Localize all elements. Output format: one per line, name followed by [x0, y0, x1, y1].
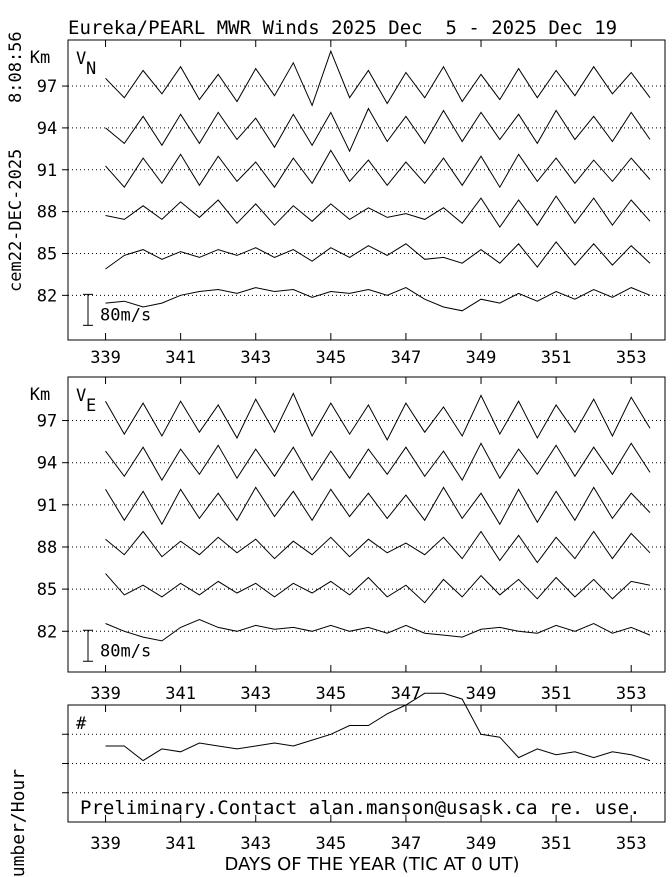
trace: [105, 530, 651, 564]
y-tick-label: 97: [37, 77, 57, 97]
x-tick-label: 349: [466, 834, 497, 854]
panel-label: V: [76, 386, 86, 406]
panel-label: #: [76, 714, 87, 734]
trace: [105, 619, 651, 642]
x-tick-label: 349: [466, 684, 497, 704]
x-tick-label: 351: [541, 684, 572, 704]
x-tick-label: 339: [90, 834, 121, 854]
x-tick-label: 347: [391, 834, 422, 854]
y-unit: Km: [30, 385, 50, 405]
chart-title: Eureka/PEARL MWR Winds 2025 Dec 5 - 2025…: [68, 17, 617, 39]
y-tick-label: 85: [37, 580, 57, 600]
y-tick-label: 91: [37, 496, 57, 516]
trace: [105, 195, 651, 228]
y-tick-label: 82: [37, 286, 57, 306]
y-tick-label: 88: [37, 538, 57, 558]
x-tick-label: 353: [616, 834, 647, 854]
x-tick-label: 347: [391, 348, 422, 368]
x-tick-label: 351: [541, 834, 572, 854]
y-tick-label: 94: [37, 119, 57, 139]
trace: [105, 49, 651, 107]
x-tick-label: 345: [315, 684, 346, 704]
panel-label-sub: N: [86, 59, 96, 79]
x-tick-label: 341: [165, 348, 196, 368]
x-tick-label: 347: [391, 684, 422, 704]
panel-label-sub: E: [86, 396, 96, 416]
plot-frame: [67, 376, 666, 673]
x-tick-label: 341: [165, 834, 196, 854]
x-axis-label: DAYS OF THE YEAR (TIC AT 0 UT): [225, 854, 520, 875]
time-stamp: 8:08:56: [6, 31, 26, 103]
x-tick-label: 345: [315, 834, 346, 854]
y-tick-label: 91: [37, 161, 57, 181]
x-tick-label: 343: [240, 348, 271, 368]
trace: [105, 107, 651, 153]
x-tick-label: 345: [315, 348, 346, 368]
contact-note: Preliminary.Contact alan.manson@usask.ca…: [80, 797, 641, 819]
x-tick-label: 353: [616, 348, 647, 368]
trace: [105, 287, 651, 312]
scale-bar-label: 80m/s: [100, 641, 151, 661]
x-tick-label: 341: [165, 684, 196, 704]
x-tick-label: 343: [240, 834, 271, 854]
trace: [105, 486, 651, 526]
x-tick-label: 343: [240, 684, 271, 704]
x-tick-label: 339: [90, 348, 121, 368]
y-tick-label: 88: [37, 203, 57, 223]
run-stamp: cem22-DEC-2025: [6, 149, 26, 292]
trace: [105, 442, 651, 482]
y-tick-label: 85: [37, 244, 57, 264]
y-tick-label: 97: [37, 412, 57, 432]
trace: [105, 241, 651, 270]
y-axis-label: Number/Hour: [8, 769, 29, 877]
trace: [105, 692, 651, 762]
x-tick-label: 351: [541, 348, 572, 368]
y-tick-label: 94: [37, 454, 57, 474]
x-tick-label: 349: [466, 348, 497, 368]
plot-frame: [67, 39, 666, 341]
y-unit: Km: [30, 48, 50, 68]
x-tick-label: 339: [90, 684, 121, 704]
scale-bar-label: 80m/s: [100, 305, 151, 325]
trace: [105, 149, 651, 189]
y-tick-label: 82: [37, 622, 57, 642]
trace: [105, 392, 651, 441]
trace: [105, 573, 651, 604]
panel-label: V: [76, 49, 86, 69]
x-tick-label: 353: [616, 684, 647, 704]
